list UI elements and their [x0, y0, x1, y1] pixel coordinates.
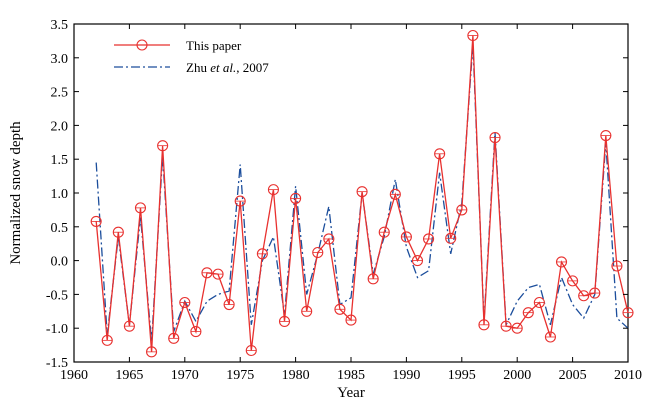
data-point-this-paper — [500, 320, 512, 332]
data-point-this-paper — [345, 314, 357, 326]
x-tick-label: 1970 — [171, 368, 199, 383]
data-point-this-paper — [146, 346, 158, 358]
x-tick-label: 1990 — [392, 368, 420, 383]
y-tick-label: -1.5 — [46, 356, 68, 371]
data-point-this-paper — [101, 334, 113, 346]
data-point-this-paper — [168, 332, 180, 344]
x-tick-label: 2010 — [614, 368, 642, 383]
data-point-this-paper — [212, 268, 224, 280]
data-point-this-paper — [179, 296, 191, 309]
x-tick-label: 1980 — [282, 368, 310, 383]
y-tick-label: 1.0 — [51, 187, 69, 202]
plot-axes — [73, 23, 629, 363]
data-point-this-paper — [578, 290, 590, 302]
data-point-this-paper — [112, 226, 124, 238]
data-point-this-paper — [400, 231, 412, 243]
data-point-this-paper — [611, 260, 623, 272]
y-tick-label: 2.0 — [51, 119, 69, 134]
data-point-this-paper — [544, 331, 556, 343]
x-tick-label: 2000 — [503, 368, 531, 383]
x-tick-label: 1965 — [115, 368, 143, 383]
data-point-this-paper — [489, 132, 501, 144]
series-this-paper-line — [95, 35, 629, 352]
legend-label-zhu-part: , 2007 — [236, 60, 269, 75]
legend-label-zhu: Zhu et al., 2007 — [186, 60, 269, 75]
data-point-this-paper — [423, 233, 435, 245]
data-point-this-paper — [134, 202, 147, 214]
data-point-this-paper — [301, 305, 313, 317]
data-point-this-paper — [367, 273, 379, 285]
data-point-this-paper — [356, 186, 368, 198]
data-point-this-paper — [555, 256, 568, 268]
y-tick-label: -0.5 — [46, 288, 68, 303]
y-tick-label: 2.5 — [51, 86, 69, 101]
plot-frame — [73, 23, 629, 363]
data-point-this-paper — [600, 129, 612, 142]
data-point-this-paper — [622, 307, 634, 319]
data-point-this-paper — [445, 232, 457, 244]
x-tick-label: 1985 — [337, 368, 365, 383]
x-tick-label: 2005 — [559, 368, 587, 383]
data-point-this-paper — [434, 148, 446, 160]
data-point-this-paper — [234, 195, 246, 207]
data-point-this-paper — [378, 226, 390, 238]
y-tick-label: 3.5 — [51, 18, 69, 33]
y-tick-label: 0.5 — [51, 221, 69, 236]
legend: This paper Zhu et al., 2007 — [114, 38, 269, 75]
data-point-this-paper — [290, 192, 302, 204]
y-tick-label: -1.0 — [46, 322, 68, 337]
tick-layer: 1960 1965 1970 1975 1980 1985 1990 1995 2000 2005… — [46, 18, 642, 383]
data-point-this-paper — [589, 287, 601, 299]
data-point-this-paper — [323, 233, 335, 245]
data-point-this-paper — [312, 246, 324, 259]
data-point-this-paper — [456, 204, 468, 216]
data-point-this-paper — [533, 296, 545, 309]
x-tick-label: 1975 — [226, 368, 254, 383]
data-point-this-paper — [267, 184, 279, 196]
x-axis-title: Year — [337, 385, 365, 401]
data-point-this-paper — [411, 255, 424, 267]
data-point-this-paper — [389, 188, 401, 200]
data-point-this-paper — [123, 320, 135, 332]
data-point-this-paper — [511, 322, 523, 334]
legend-label-zhu-part: et al. — [210, 60, 236, 75]
series-layer — [90, 29, 634, 358]
data-point-this-paper — [190, 326, 202, 338]
y-tick-label: 1.5 — [51, 153, 69, 168]
data-point-this-paper — [478, 319, 490, 331]
legend-label-this-paper: This paper — [186, 38, 242, 53]
data-point-this-paper — [223, 298, 235, 311]
data-point-this-paper — [567, 275, 579, 287]
data-point-this-paper — [334, 303, 346, 315]
legend-label-zhu-part: Zhu — [186, 60, 210, 75]
y-tick-label: 0.0 — [51, 255, 69, 270]
data-point-this-paper — [201, 267, 213, 279]
data-point-this-paper — [467, 29, 479, 42]
data-point-this-paper — [157, 140, 169, 152]
x-tick-label: 1960 — [60, 368, 88, 383]
data-point-this-paper — [256, 248, 268, 260]
data-point-this-paper — [245, 344, 257, 357]
x-tick-label: 1995 — [448, 368, 476, 383]
y-axis-title: Normalized snow depth — [8, 121, 24, 265]
data-point-this-paper — [522, 307, 534, 319]
y-tick-label: 3.0 — [51, 52, 69, 67]
data-point-this-paper — [278, 315, 291, 327]
data-point-this-paper — [90, 215, 102, 227]
